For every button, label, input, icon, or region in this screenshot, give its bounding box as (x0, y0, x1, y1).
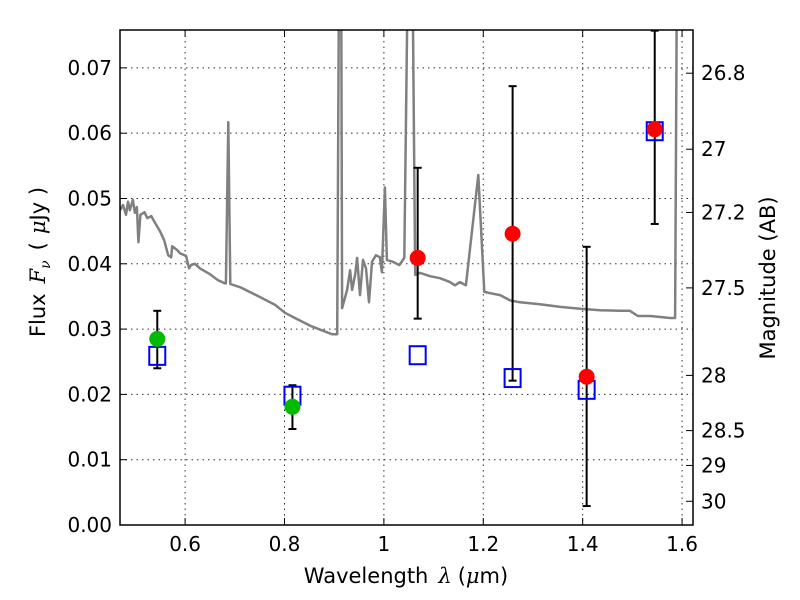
x-tick-label: 0.8 (269, 532, 301, 556)
x-tick-label: 1.4 (567, 532, 599, 556)
y2-tick-label: 26.8 (701, 61, 746, 85)
y-axis-label: FluxFν(μJy ) (26, 187, 54, 337)
y2-tick-label: 27.2 (701, 200, 746, 224)
y2-tick-label: 29 (701, 453, 726, 477)
y-tick-label: 0.02 (67, 382, 112, 406)
y2-axis-label: Magnitude (AB) (756, 196, 780, 359)
plot-frame (119, 29, 694, 526)
plot-area (120, 30, 678, 508)
red-data-point (409, 249, 426, 266)
y2-tick-label: 28.5 (701, 419, 746, 443)
red-data-point (578, 368, 595, 385)
y2-tick-label: 27 (701, 137, 726, 161)
model-square (408, 345, 427, 366)
x-tick-label: 1.2 (467, 532, 499, 556)
axes: 0.6 0.8 1 1.2 1.4 1.6 0.00 0.01 0.02 0.03 0.04 0.05… (67, 29, 746, 556)
y-tick-label: 0.04 (67, 252, 112, 276)
spectrum-line (120, 30, 678, 336)
x-tick-label: 0.6 (169, 532, 201, 556)
green-data-point (149, 330, 166, 347)
x-tick-label: 1 (378, 532, 391, 556)
x-tick-label: 1.6 (666, 532, 698, 556)
red-data-point (504, 225, 521, 242)
y-tick-label: 0.05 (67, 186, 112, 210)
y2-tick-label: 27.5 (701, 276, 746, 300)
y-tick-label: 0.01 (67, 448, 112, 472)
y2-tick-label: 30 (701, 489, 726, 513)
y-tick-label: 0.00 (67, 513, 112, 537)
y-tick-label: 0.06 (67, 121, 112, 145)
green-data-point (284, 398, 301, 415)
y-tick-label: 0.03 (67, 317, 112, 341)
red-data-point (646, 121, 663, 138)
y2-tick-label: 28 (701, 363, 726, 387)
model-square (503, 368, 522, 389)
y-tick-label: 0.07 (67, 56, 112, 80)
x-axis-label: Wavelength λ (μm) (304, 564, 508, 588)
